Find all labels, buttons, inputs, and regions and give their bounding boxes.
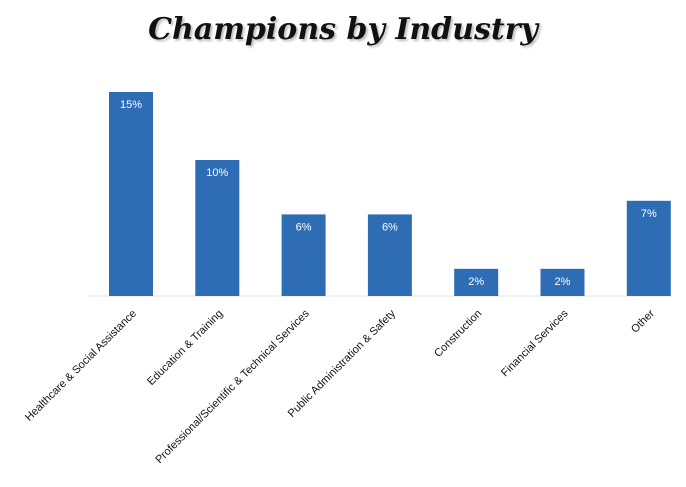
bar-2: [281, 214, 326, 296]
bar-5: [540, 268, 585, 296]
x-tick-labels-group: Healthcare & Social Assistance Education …: [23, 307, 657, 466]
bar-4: [454, 268, 499, 296]
bars-group: [109, 92, 671, 296]
x-tick-label-6: Other: [629, 307, 657, 335]
data-label-1: 10%: [206, 167, 228, 179]
data-labels-group: 15% 10% 6% 6% 2% 2% 7%: [120, 99, 657, 288]
data-label-6: 7%: [641, 208, 657, 220]
data-label-3: 6%: [382, 221, 398, 233]
bar-6: [626, 200, 671, 296]
data-label-0: 15%: [120, 99, 142, 111]
bar-1: [195, 160, 240, 296]
data-label-5: 2%: [555, 276, 571, 288]
data-label-2: 6%: [296, 221, 312, 233]
x-tick-label-1: Education & Training: [145, 308, 225, 388]
x-tick-label-4: Construction: [432, 308, 484, 360]
x-tick-label-2: Professional/Scientific & Technical Serv…: [153, 307, 312, 466]
x-tick-label-0: Healthcare & Social Assistance: [23, 308, 139, 424]
bar-0: [109, 92, 153, 296]
bar-3: [367, 214, 412, 296]
x-tick-label-5: Financial Services: [499, 307, 571, 379]
data-label-4: 2%: [468, 276, 484, 288]
chart-title: Champions by Industry: [148, 12, 538, 47]
